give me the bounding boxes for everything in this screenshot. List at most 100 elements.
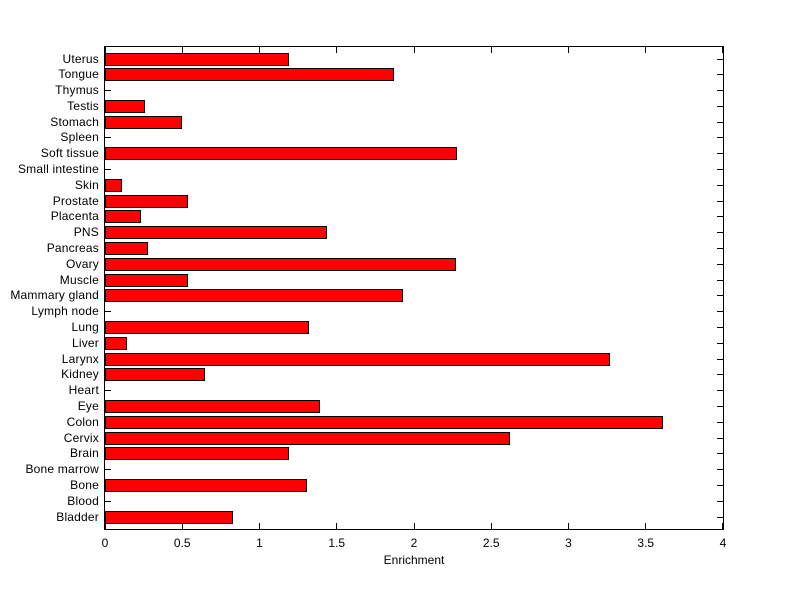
y-tick-right-bone-marrow — [717, 469, 723, 471]
x-tick-label-1.5: 1.5 — [328, 536, 346, 550]
bar-eye — [105, 399, 320, 413]
y-tick-right-mammary-gland — [717, 295, 723, 297]
y-tick-right-soft-tissue — [717, 153, 723, 155]
y-tick-label-stomach: Stomach — [50, 114, 99, 129]
x-tick-bottom-2 — [413, 523, 415, 529]
y-tick-right-bone — [717, 484, 723, 486]
x-axis-title: Enrichment — [383, 553, 445, 567]
bar-testis — [105, 99, 146, 113]
bar-cervix — [105, 431, 510, 445]
x-tick-bottom-3 — [568, 523, 569, 529]
x-tick-label-4: 4 — [719, 536, 727, 550]
y-tick-label-small-intestine: Small intestine — [17, 162, 99, 177]
y-tick-right-kidney — [717, 374, 723, 376]
x-tick-top-0.5 — [181, 47, 183, 53]
x-tick-top-3 — [568, 47, 569, 53]
bar-pancreas — [105, 242, 149, 256]
x-tick-label-0.5: 0.5 — [173, 536, 191, 550]
x-tick-bottom-2.5 — [490, 523, 492, 529]
x-tick-top-1 — [259, 47, 260, 53]
bar-stomach — [105, 115, 183, 129]
x-tick-bottom-1 — [259, 523, 260, 529]
y-tick-label-spleen: Spleen — [60, 130, 99, 145]
y-tick-left-bone-marrow — [105, 469, 111, 471]
y-tick-label-uterus: Uterus — [62, 51, 99, 66]
y-tick-left-small-intestine — [105, 169, 111, 171]
bar-bone — [105, 478, 308, 492]
y-tick-label-placenta: Placenta — [50, 209, 99, 224]
bar-pns — [105, 226, 328, 240]
y-tick-right-bladder — [717, 516, 723, 518]
y-tick-label-cervix: Cervix — [63, 430, 99, 445]
y-tick-right-pns — [717, 232, 723, 234]
x-tick-label-3: 3 — [565, 536, 572, 550]
bar-liver — [105, 336, 127, 350]
bar-larynx — [105, 352, 611, 366]
y-tick-right-stomach — [717, 121, 723, 123]
x-tick-top-2.5 — [490, 47, 492, 53]
y-tick-left-heart — [105, 390, 111, 392]
y-tick-right-spleen — [717, 137, 723, 139]
y-tick-label-liver: Liver — [71, 335, 99, 350]
y-tick-label-pns: PNS — [73, 225, 99, 240]
y-tick-left-blood — [105, 500, 111, 502]
bar-brain — [105, 447, 289, 461]
y-tick-right-testis — [717, 105, 723, 107]
y-tick-right-thymus — [717, 90, 723, 92]
x-tick-bottom-3.5 — [645, 523, 647, 529]
bar-skin — [105, 178, 122, 192]
y-tick-label-bone: Bone — [70, 477, 99, 492]
bar-tongue — [105, 68, 394, 82]
x-tick-bottom-0.5 — [181, 523, 183, 529]
y-tick-label-soft-tissue: Soft tissue — [40, 146, 99, 161]
y-tick-label-mammary-gland: Mammary gland — [10, 288, 99, 303]
y-tick-label-thymus: Thymus — [55, 83, 99, 98]
x-tick-bottom-1.5 — [336, 523, 338, 529]
y-tick-right-prostate — [717, 200, 723, 202]
bar-prostate — [105, 194, 189, 208]
y-tick-right-skin — [717, 184, 723, 186]
y-tick-right-pancreas — [717, 248, 723, 250]
x-tick-bottom-0 — [105, 523, 106, 529]
y-tick-label-tongue: Tongue — [58, 67, 99, 82]
x-tick-top-0 — [105, 47, 106, 53]
bar-uterus — [105, 52, 289, 66]
x-tick-top-1.5 — [336, 47, 338, 53]
y-tick-label-pancreas: Pancreas — [46, 241, 99, 256]
y-tick-right-muscle — [717, 279, 723, 281]
y-tick-right-blood — [717, 500, 723, 502]
y-tick-right-colon — [717, 421, 723, 423]
y-tick-label-eye: Eye — [77, 398, 99, 413]
y-tick-label-bladder: Bladder — [56, 509, 99, 524]
x-tick-label-3.5: 3.5 — [637, 536, 655, 550]
y-tick-right-ovary — [717, 263, 723, 265]
bar-ovary — [105, 257, 456, 271]
y-tick-label-kidney: Kidney — [61, 367, 99, 382]
x-tick-bottom-4 — [722, 523, 723, 529]
bar-lung — [105, 320, 309, 334]
y-tick-right-lung — [717, 326, 723, 328]
y-tick-right-eye — [717, 405, 723, 407]
x-tick-top-2 — [413, 47, 415, 53]
x-tick-top-3.5 — [645, 47, 647, 53]
x-tick-label-2: 2 — [410, 536, 418, 550]
bar-kidney — [105, 368, 206, 382]
y-tick-right-brain — [717, 453, 723, 455]
y-tick-right-liver — [717, 342, 723, 344]
y-tick-right-small-intestine — [717, 169, 723, 171]
x-tick-top-4 — [722, 47, 723, 53]
y-tick-label-prostate: Prostate — [52, 193, 99, 208]
bar-soft-tissue — [105, 147, 458, 161]
y-tick-label-skin: Skin — [74, 177, 99, 192]
y-tick-label-colon: Colon — [66, 414, 99, 429]
x-tick-label-2.5: 2.5 — [482, 536, 500, 550]
y-tick-label-testis: Testis — [67, 98, 99, 113]
y-tick-left-thymus — [105, 90, 111, 92]
bar-muscle — [105, 273, 189, 287]
y-tick-right-larynx — [717, 358, 723, 360]
y-tick-left-lymph-node — [105, 311, 111, 313]
bar-bladder — [105, 510, 234, 524]
plot-area — [104, 46, 724, 530]
y-tick-label-lung: Lung — [71, 319, 99, 334]
